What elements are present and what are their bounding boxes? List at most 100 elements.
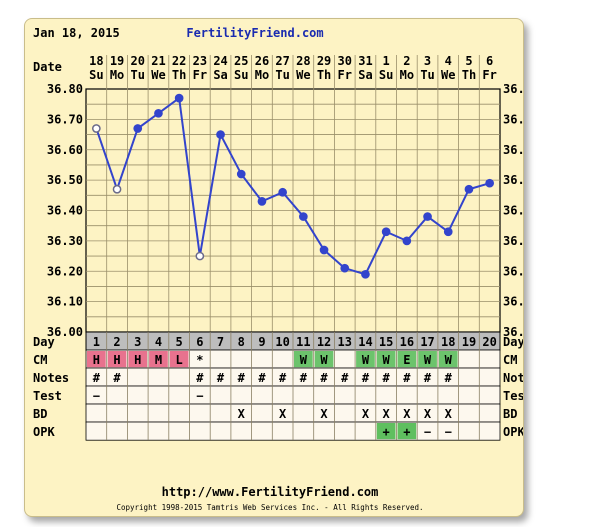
date-tick-label: 3: [424, 54, 431, 68]
cm-cell-highlight: [128, 351, 148, 368]
day-number: 17: [420, 335, 434, 349]
cm-row-label-right: CM: [503, 353, 517, 367]
weekday-tick-label: Tu: [275, 68, 289, 82]
date-tick-label: 25: [234, 54, 248, 68]
date-tick-label: 20: [131, 54, 145, 68]
cm-cell-value: H: [93, 353, 100, 367]
fertility-chart: Jan 18, 2015 FertilityFriend.com Date 18S…: [33, 26, 523, 512]
day-number: 6: [196, 335, 203, 349]
cm-cell-value: H: [113, 353, 120, 367]
weekday-tick-label: Tu: [420, 68, 434, 82]
weekday-tick-label: Mo: [110, 68, 124, 82]
temperature-point: [133, 124, 143, 133]
day-number: 7: [217, 335, 224, 349]
date-tick-label: 23: [193, 54, 207, 68]
opk-row-label: OPK: [33, 425, 55, 439]
date-tick-label: 29: [317, 54, 331, 68]
day-number: 15: [379, 335, 393, 349]
day-row-label: Day: [33, 335, 55, 349]
opk-cell-value: +: [403, 425, 410, 439]
bd-cell-value: X: [320, 407, 328, 421]
notes-cell-value: #: [362, 371, 370, 385]
opk-cell-value: +: [383, 425, 390, 439]
day-number: 8: [238, 335, 245, 349]
day-number: 3: [134, 335, 141, 349]
temperature-point: [464, 184, 474, 194]
date-tick-label: 4: [445, 54, 452, 68]
y-tick-label-left: 36.00: [47, 325, 83, 339]
notes-cell-value: #: [238, 371, 246, 385]
notes-cell-value: #: [217, 371, 225, 385]
weekday-tick-label: Th: [172, 68, 186, 82]
date-tick-label: 26: [255, 54, 269, 68]
y-tick-label-left: 36.80: [47, 82, 83, 96]
weekday-tick-label: Sa: [213, 68, 227, 82]
weekday-tick-label: Tu: [131, 68, 145, 82]
weekday-tick-label: Su: [89, 68, 103, 82]
bd-row-label: BD: [33, 407, 47, 421]
weekday-tick-label: Sa: [358, 68, 372, 82]
weekday-tick-label: We: [296, 68, 310, 82]
bd-cell-value: X: [445, 407, 453, 421]
cm-cell-value: W: [445, 353, 453, 367]
day-number: 19: [462, 335, 476, 349]
temperature-point: [236, 169, 246, 179]
day-number: 4: [155, 335, 162, 349]
day-number: 18: [441, 335, 455, 349]
cm-cell-value: E: [403, 353, 410, 367]
notes-cell-value: #: [445, 371, 453, 385]
temperature-point: [340, 263, 350, 273]
temperature-point: [195, 251, 205, 261]
cm-cell-value: W: [300, 353, 308, 367]
temperature-point: [299, 212, 308, 221]
date-tick-label: 30: [338, 54, 352, 68]
y-tick-label-right: 36.40: [503, 204, 523, 218]
notes-cell-value: #: [300, 371, 308, 385]
temperature-point: [174, 93, 184, 103]
cm-cell-highlight: [87, 351, 106, 368]
day-row-label-right: Day: [503, 335, 523, 349]
day-number: 20: [482, 335, 496, 349]
temperature-point: [257, 197, 267, 206]
temperature-point: [112, 184, 122, 194]
footer-copyright: Copyright 1998-2015 Tamtris Web Services…: [116, 503, 423, 512]
cm-cell-highlight: [356, 351, 375, 368]
chart-card: Jan 18, 2015 FertilityFriend.com Date 18 S…: [24, 18, 524, 517]
temperature-point: [402, 236, 412, 246]
opk-cell-value: −: [424, 425, 431, 439]
site-title[interactable]: FertilityFriend.com: [186, 26, 323, 40]
day-number: 13: [338, 335, 352, 349]
date-tick-label: 19: [110, 54, 124, 68]
y-tick-label-left: 36.20: [47, 264, 83, 278]
day-number: 12: [317, 335, 331, 349]
cm-cell-value: *: [196, 353, 203, 367]
weekday-tick-label: Su: [379, 68, 393, 82]
opk-cell-highlight: [397, 423, 417, 440]
notes-cell-value: #: [424, 371, 432, 385]
y-tick-label-left: 36.50: [47, 173, 83, 187]
footer-url[interactable]: http://www.FertilityFriend.com: [162, 485, 379, 499]
weekday-tick-label: Th: [317, 68, 331, 82]
test-cell-value: −: [196, 389, 203, 403]
y-tick-label-left: 36.60: [47, 143, 83, 157]
y-tick-label-right: 36.60: [503, 143, 523, 157]
cm-cell-value: H: [134, 353, 141, 367]
bd-cell-value: X: [383, 407, 391, 421]
temperature-point: [423, 212, 432, 221]
date-tick-label: 31: [358, 54, 372, 68]
temperature-point: [485, 178, 494, 188]
date-tick-label: 24: [213, 54, 227, 68]
weekday-tick-label: We: [441, 68, 455, 82]
y-tick-label-right: 36.30: [503, 234, 523, 248]
weekday-tick-label: Su: [234, 68, 248, 82]
cm-cell-highlight: [314, 351, 334, 368]
cm-cell-value: W: [320, 353, 328, 367]
cm-cell-value: W: [424, 353, 432, 367]
cm-cell-highlight: [397, 351, 417, 368]
weekday-tick-label: We: [151, 68, 165, 82]
date-tick-label: 6: [486, 54, 493, 68]
temperature-point: [381, 227, 391, 237]
bd-row-label-right: BD: [503, 407, 517, 421]
day-number: 2: [113, 335, 120, 349]
notes-cell-value: #: [113, 371, 121, 385]
